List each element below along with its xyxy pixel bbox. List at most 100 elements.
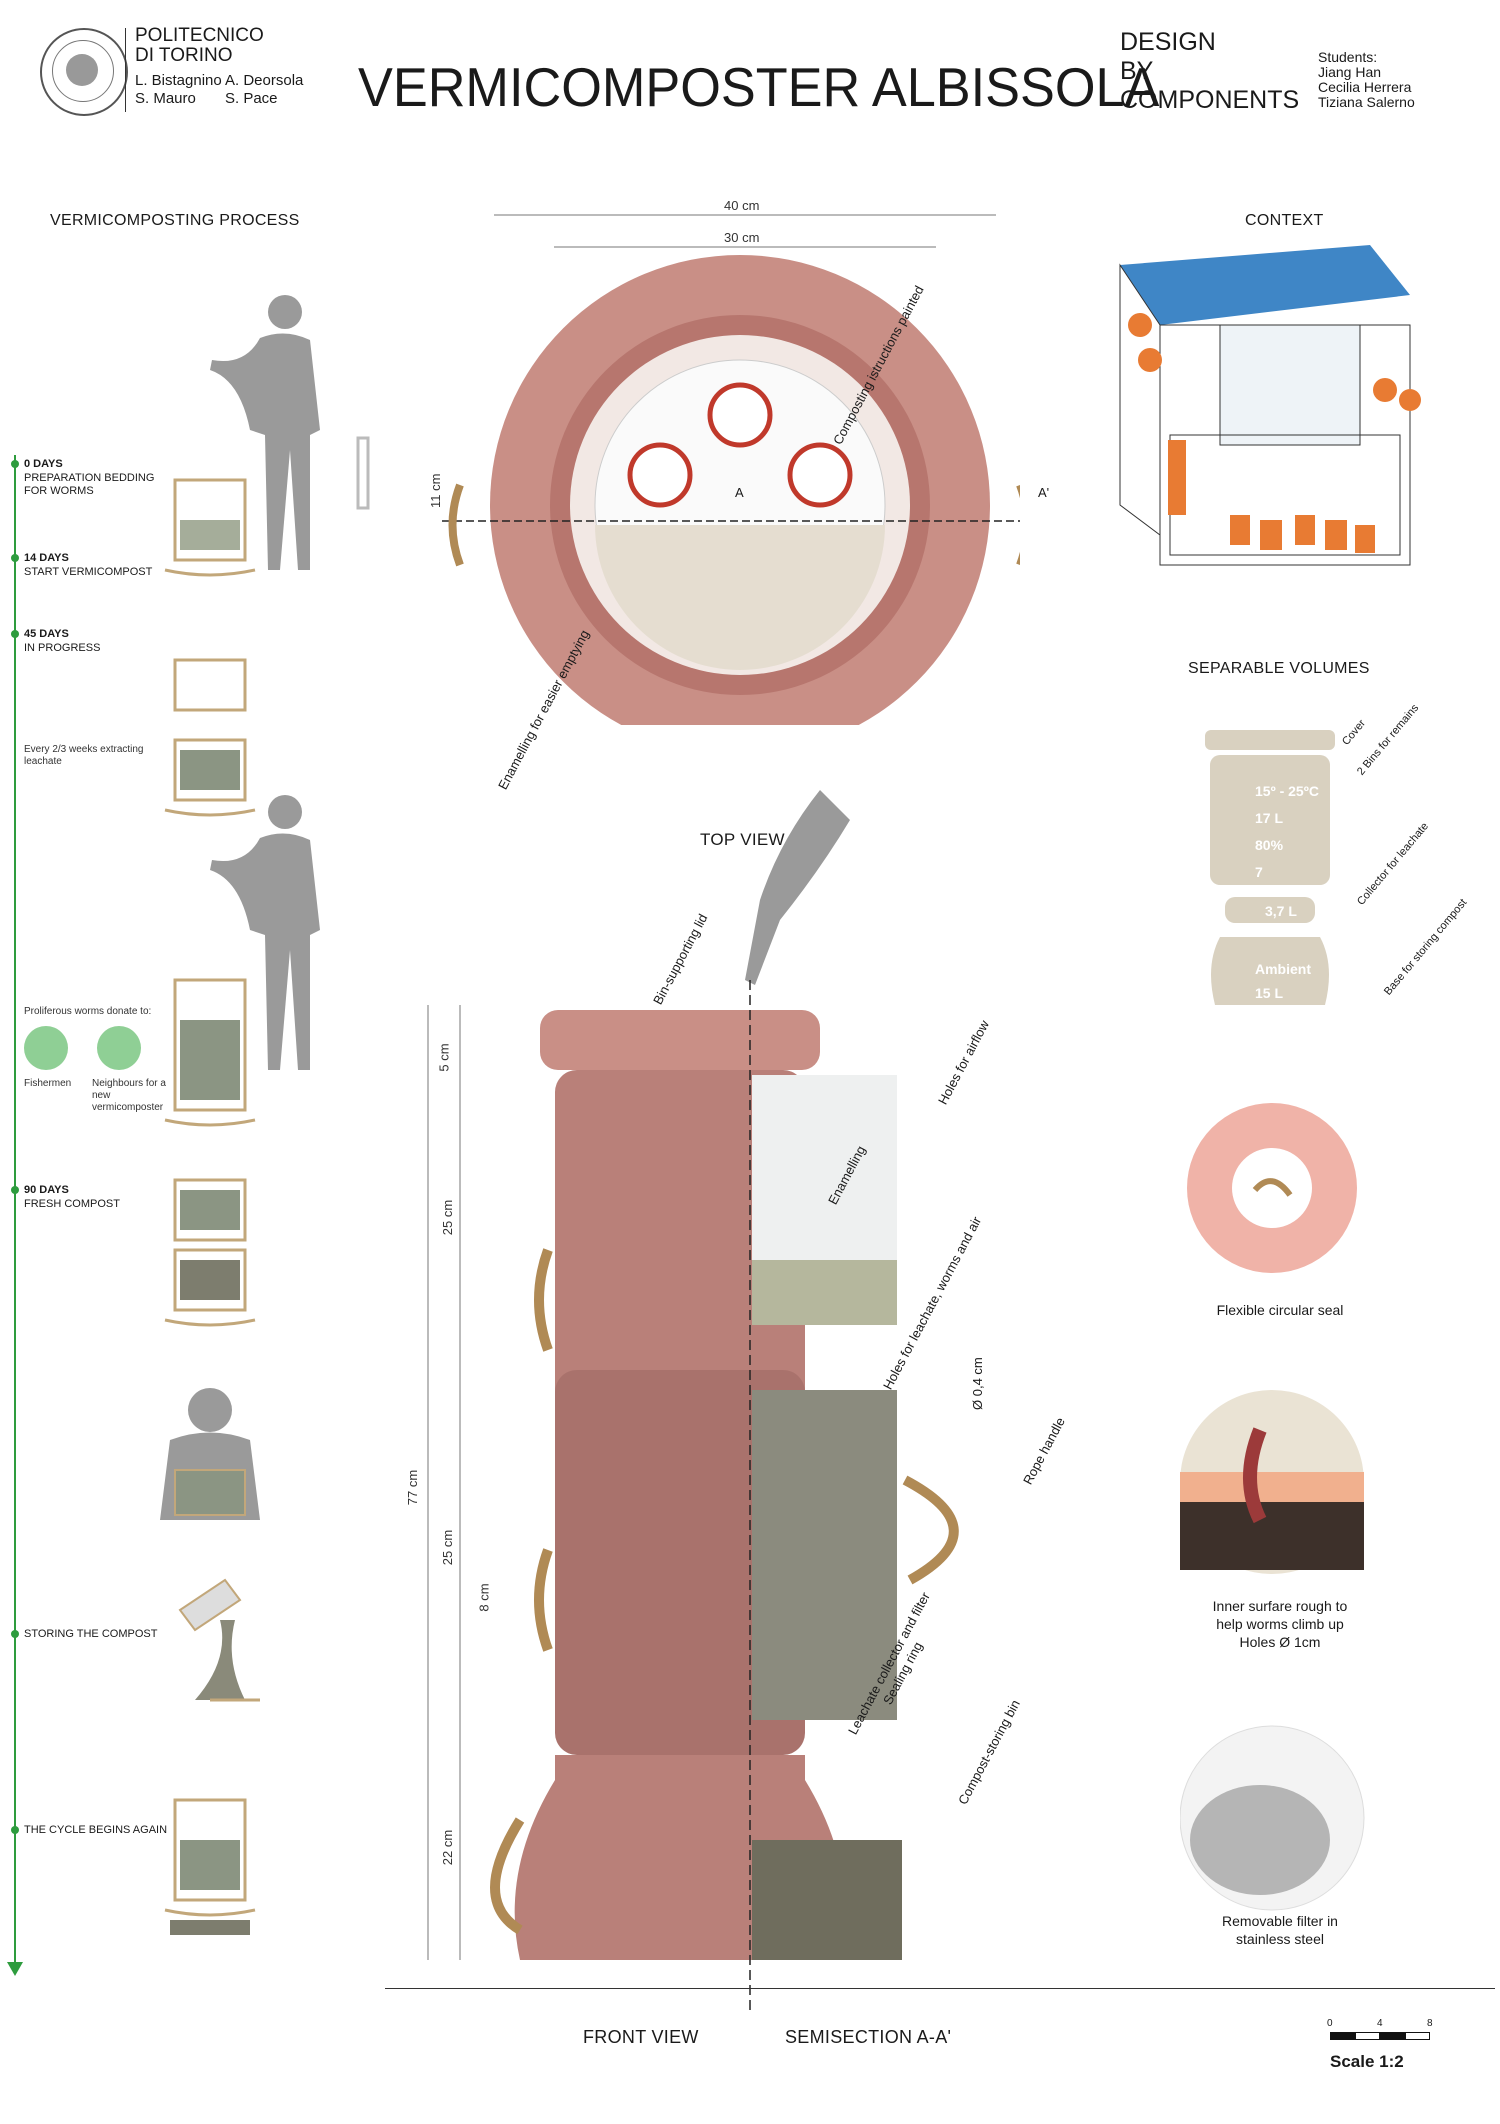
student-name: Cecilia Herrera bbox=[1318, 79, 1412, 95]
context-balcony-drawing bbox=[1119, 245, 1421, 566]
scale-tick: 4 bbox=[1377, 2018, 1383, 2029]
rope-handle bbox=[534, 1248, 553, 1352]
front-section-drawing bbox=[427, 790, 959, 2010]
fishermen-icon bbox=[24, 1026, 68, 1070]
process-title: VERMICOMPOSTING PROCESS bbox=[50, 212, 300, 229]
university-line2: DI TORINO bbox=[135, 45, 233, 66]
university-name: POLITECNICO DI TORINO bbox=[135, 26, 264, 66]
middle-bin-interior bbox=[752, 1390, 897, 1720]
neighbours-icon bbox=[97, 1026, 141, 1070]
process-illustrations bbox=[160, 295, 370, 1935]
timeline-dot bbox=[11, 554, 19, 562]
timeline-dot bbox=[11, 1630, 19, 1638]
cover-shape bbox=[1205, 730, 1335, 750]
step-text: FRESH COMPOST bbox=[24, 1198, 120, 1210]
volume-label-collector: Collector for leachate bbox=[1355, 820, 1432, 908]
section-marker-a: A bbox=[735, 485, 744, 500]
label-hole-diameter: Ø 0,4 cm bbox=[970, 1357, 985, 1410]
inner-surface-caption: Inner surfare rough to help worms climb … bbox=[1170, 1597, 1390, 1651]
caption-line: help worms climb up bbox=[1216, 1616, 1344, 1632]
small-bin bbox=[164, 478, 256, 577]
scale-label: Scale 1:2 bbox=[1330, 2052, 1404, 2071]
professor: S. Mauro bbox=[135, 90, 196, 107]
professors: L. Bistagnino A. Deorsola S. Mauro S. Pace bbox=[135, 72, 315, 108]
timeline-dot bbox=[11, 630, 19, 638]
timeline-line bbox=[14, 455, 16, 1965]
top-view-caption: TOP VIEW bbox=[700, 830, 785, 849]
pouring-bin bbox=[178, 1578, 242, 1632]
header-divider bbox=[125, 28, 126, 112]
rope-handle bbox=[490, 1817, 525, 1935]
compost-fill bbox=[752, 1840, 902, 1960]
watering-can-icon bbox=[356, 436, 370, 510]
step-text: PREPARATION BEDDING bbox=[24, 472, 155, 484]
donate-note: Proliferous worms donate to: bbox=[24, 1006, 152, 1017]
timeline-arrow-icon bbox=[7, 1962, 23, 1976]
dim-8cm: 8 cm bbox=[476, 1583, 492, 1612]
ph-value: 7 bbox=[1255, 864, 1263, 880]
base-humidity: 40% bbox=[1255, 1009, 1284, 1025]
small-bin bbox=[164, 978, 256, 1127]
label-storing-bin: Compost-storing bin bbox=[955, 1697, 1023, 1808]
caption-line: Removable filter in bbox=[1222, 1913, 1338, 1929]
person-figure bbox=[210, 295, 370, 570]
bins-values: 15º - 25ºC 17 L 80% 7 bbox=[1255, 778, 1319, 886]
step-text: START VERMICOMPOST bbox=[24, 566, 153, 578]
volume-value: 17 L bbox=[1255, 810, 1284, 826]
awning bbox=[1120, 245, 1410, 325]
rope-handle bbox=[534, 1548, 553, 1652]
base-temperature: Ambient bbox=[1255, 961, 1311, 977]
scale-tick: 0 bbox=[1327, 2018, 1333, 2029]
section-marker-a2: A' bbox=[1038, 485, 1050, 500]
students-list: Students: Jiang Han Cecilia Herrera Tizi… bbox=[1318, 50, 1415, 110]
small-bin bbox=[164, 1798, 256, 1917]
professor: S. Pace bbox=[225, 90, 278, 107]
no-meat-dairy-icon bbox=[787, 442, 853, 508]
step-text: FOR WORMS bbox=[24, 485, 94, 497]
step-day: 0 DAYS bbox=[24, 458, 63, 470]
label-rope: Rope handle bbox=[1020, 1414, 1068, 1488]
dim-inner-width: 30 cm bbox=[724, 230, 760, 245]
subtitle-line: DESIGN bbox=[1120, 28, 1216, 56]
poster-title: VERMICOMPOSTER ALBISSOLA bbox=[358, 56, 1160, 118]
window bbox=[1219, 324, 1361, 446]
base-shape bbox=[1211, 937, 1329, 1005]
dim-77cm: 77 cm bbox=[405, 1469, 421, 1506]
step-text: STORING THE COMPOST bbox=[24, 1628, 158, 1640]
step-text: THE CYCLE BEGINS AGAIN bbox=[24, 1824, 168, 1836]
student-name: Tiziana Salerno bbox=[1318, 94, 1415, 110]
collector-shape bbox=[1225, 897, 1315, 923]
students-label: Students: bbox=[1318, 49, 1378, 65]
seal-caption: Flexible circular seal bbox=[1216, 1302, 1344, 1318]
donate-neighbours: Neighbours for a new vermicomposter bbox=[92, 1078, 166, 1113]
vermicomposter-in-context bbox=[1168, 440, 1186, 515]
dim-outer-width: 40 cm bbox=[724, 198, 760, 213]
rope-handle-left bbox=[448, 483, 464, 567]
dim-25cm-mid: 25 cm bbox=[440, 1529, 456, 1566]
base-values: Ambient 15 L 40% 6,8 bbox=[1255, 957, 1318, 1029]
upper-bin-front bbox=[555, 1070, 805, 1455]
volume-label-base: Base for storing compost bbox=[1382, 896, 1470, 998]
dim-22cm: 22 cm bbox=[440, 1829, 456, 1866]
section-caption: SEMISECTION A-A' bbox=[785, 2027, 952, 2047]
caption-line: Inner surfare rough to bbox=[1212, 1598, 1348, 1614]
timeline-dot bbox=[11, 1826, 19, 1834]
detail-circles bbox=[1180, 1103, 1365, 1911]
caption-line: Holes Ø 1cm bbox=[1239, 1634, 1321, 1650]
middle-bin-front bbox=[555, 1370, 805, 1755]
volumes-title: SEPARABLE VOLUMES bbox=[1188, 660, 1370, 677]
small-bin bbox=[164, 1178, 256, 1327]
volumes-drawing bbox=[1205, 730, 1335, 1005]
base-volume: 15 L bbox=[1255, 985, 1284, 1001]
bins-shape bbox=[1210, 755, 1330, 885]
no-fish-icon bbox=[707, 382, 773, 448]
step-day: 90 DAYS bbox=[24, 1184, 69, 1196]
ground-line bbox=[385, 1988, 1495, 1989]
university-seal-logo bbox=[40, 28, 128, 116]
dim-5cm: 5 cm bbox=[436, 1043, 452, 1072]
subtitle: DESIGN BY COMPONENTS bbox=[1120, 28, 1299, 115]
subtitle-line: COMPONENTS bbox=[1120, 86, 1300, 114]
base-ph: 6,8 bbox=[1298, 1009, 1319, 1025]
hand-icon bbox=[745, 790, 850, 985]
subtitle-line: BY bbox=[1120, 57, 1154, 85]
